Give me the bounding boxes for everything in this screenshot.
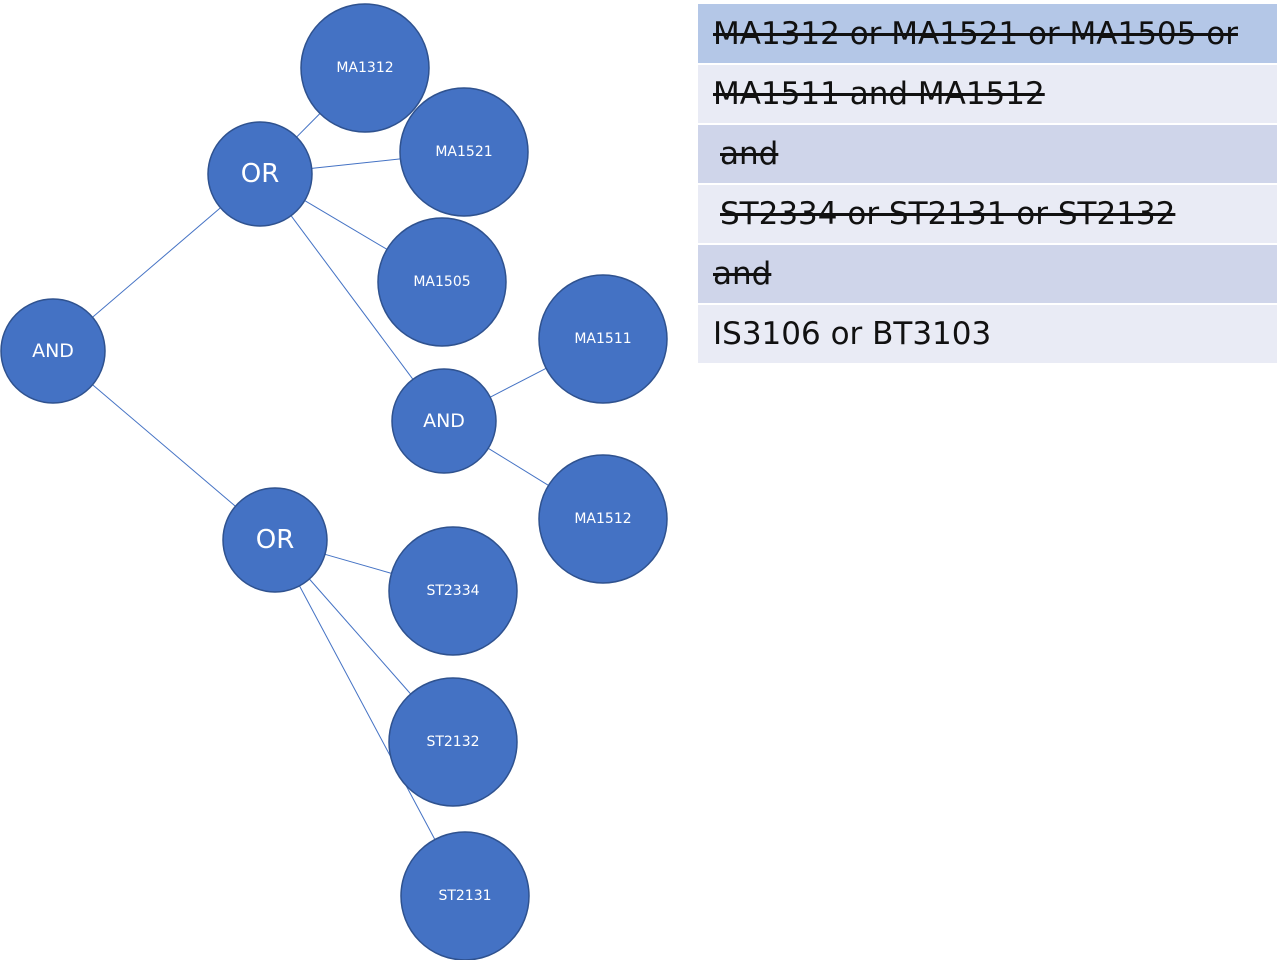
- node-ma1505: MA1505: [377, 217, 507, 347]
- requirement-text: and: [720, 136, 779, 172]
- requirements-cell: and: [698, 124, 1277, 185]
- requirements-row: MA1511 and MA1512: [698, 64, 1277, 125]
- node-and-math: AND: [391, 368, 497, 474]
- requirements-cell: ST2334 or ST2131 or ST2132: [698, 184, 1277, 245]
- requirement-text: ST2334 or ST2131 or ST2132: [720, 196, 1176, 232]
- requirements-row: IS3106 or BT3103: [698, 304, 1277, 365]
- requirement-text: MA1312 or MA1521 or MA1505 or: [713, 15, 1238, 52]
- node-or-stats-label: OR: [256, 525, 295, 555]
- requirements-table: MA1312 or MA1521 or MA1505 or MA1511 and…: [698, 4, 1277, 365]
- node-st2334: ST2334: [388, 526, 518, 656]
- edge-root_and-or_ma: [92, 207, 221, 318]
- requirements-row: and: [698, 244, 1277, 305]
- requirement-text: MA1511 and MA1512: [713, 76, 1045, 112]
- node-ma1521-label: MA1521: [435, 144, 492, 160]
- tree-edges: [92, 113, 549, 840]
- edge-or_ma-and_ma: [290, 215, 414, 380]
- node-st2132-label: ST2132: [426, 734, 479, 750]
- node-ma1511: MA1511: [538, 274, 668, 404]
- node-st2131: ST2131: [400, 831, 530, 960]
- edge-or_st-st2132: [309, 578, 412, 695]
- node-ma1512: MA1512: [538, 454, 668, 584]
- node-ma1521: MA1521: [399, 87, 529, 217]
- requirements-cell: MA1312 or MA1521 or MA1505 or: [698, 4, 1277, 65]
- node-root-and-label: AND: [32, 340, 74, 362]
- node-ma1505-label: MA1505: [413, 274, 470, 290]
- node-root-and: AND: [0, 298, 106, 404]
- node-or-stats: OR: [222, 487, 328, 593]
- edge-and_ma-ma1512: [488, 447, 549, 486]
- edge-or_st-st2131: [299, 585, 436, 840]
- node-st2334-label: ST2334: [426, 583, 479, 599]
- edge-or_ma-ma1312: [296, 113, 321, 138]
- edge-or_ma-ma1521: [311, 158, 401, 169]
- requirements-cell: IS3106 or BT3103: [698, 304, 1277, 365]
- edge-or_st-st2334: [324, 553, 392, 574]
- node-or-math: OR: [207, 121, 313, 227]
- requirements-row: MA1312 or MA1521 or MA1505 or: [698, 4, 1277, 65]
- node-ma1312-label: MA1312: [336, 60, 393, 76]
- node-ma1511-label: MA1511: [574, 331, 631, 347]
- edge-root_and-or_st: [92, 384, 236, 507]
- node-st2131-label: ST2131: [438, 888, 491, 904]
- node-ma1512-label: MA1512: [574, 511, 631, 527]
- requirements-cell: and: [698, 244, 1277, 305]
- requirements-cell: MA1511 and MA1512: [698, 64, 1277, 125]
- requirement-text: and: [713, 256, 772, 292]
- node-and-math-label: AND: [423, 410, 465, 432]
- requirements-row: and: [698, 124, 1277, 185]
- node-or-math-label: OR: [241, 159, 280, 189]
- node-st2132: ST2132: [388, 677, 518, 807]
- requirements-row: ST2334 or ST2131 or ST2132: [698, 184, 1277, 245]
- requirement-text: IS3106 or BT3103: [713, 316, 992, 352]
- node-ma1312: MA1312: [300, 3, 430, 133]
- edge-and_ma-ma1511: [489, 367, 547, 398]
- edge-or_ma-ma1505: [304, 200, 388, 250]
